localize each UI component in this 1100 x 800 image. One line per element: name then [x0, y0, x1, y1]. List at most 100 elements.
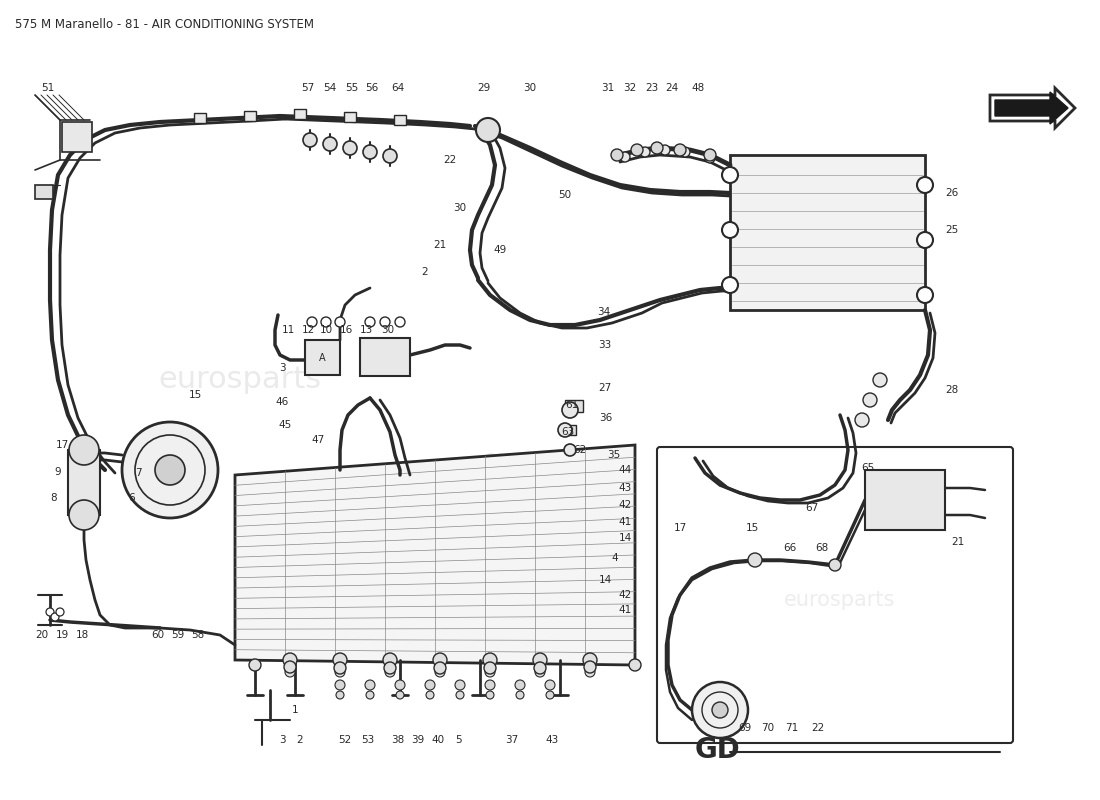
Circle shape [395, 317, 405, 327]
Circle shape [334, 662, 346, 674]
Circle shape [712, 702, 728, 718]
Circle shape [917, 287, 933, 303]
Circle shape [829, 559, 842, 571]
Text: 25: 25 [945, 225, 958, 235]
Circle shape [434, 667, 446, 677]
Circle shape [873, 373, 887, 387]
Circle shape [383, 653, 397, 667]
Bar [35, 185, 53, 199]
Text: 33: 33 [598, 340, 612, 350]
Text: 21: 21 [952, 537, 965, 547]
Text: 3: 3 [278, 363, 285, 373]
Text: GD: GD [695, 736, 740, 764]
Circle shape [640, 147, 650, 157]
Circle shape [455, 680, 465, 690]
Text: 34: 34 [597, 307, 611, 317]
Text: 35: 35 [607, 450, 620, 460]
Text: 17: 17 [55, 440, 68, 450]
Circle shape [51, 613, 59, 621]
Circle shape [379, 317, 390, 327]
Circle shape [283, 653, 297, 667]
Text: 42: 42 [618, 590, 631, 600]
Circle shape [285, 667, 295, 677]
Bar [560, 425, 576, 435]
Bar [730, 155, 925, 310]
Circle shape [631, 144, 644, 156]
Text: 15: 15 [746, 523, 759, 533]
Text: 54: 54 [323, 83, 337, 93]
Text: 30: 30 [524, 83, 537, 93]
Text: 16: 16 [340, 325, 353, 335]
Text: 57: 57 [301, 83, 315, 93]
Text: 50: 50 [559, 190, 572, 200]
Bar [62, 122, 92, 152]
Bar [305, 340, 340, 375]
Text: 70: 70 [761, 723, 774, 733]
Text: 64: 64 [392, 83, 405, 93]
Circle shape [748, 553, 762, 567]
Circle shape [249, 659, 261, 671]
Circle shape [680, 147, 690, 157]
Circle shape [122, 422, 218, 518]
Text: 27: 27 [598, 383, 612, 393]
Text: 68: 68 [815, 543, 828, 553]
Text: 17: 17 [673, 523, 686, 533]
Text: 4: 4 [612, 553, 618, 563]
Circle shape [483, 653, 497, 667]
Circle shape [485, 667, 495, 677]
Circle shape [534, 662, 546, 674]
Circle shape [546, 691, 554, 699]
Text: 71: 71 [785, 723, 799, 733]
Circle shape [705, 153, 715, 163]
Polygon shape [235, 445, 635, 665]
Circle shape [46, 608, 54, 616]
Bar [68, 450, 100, 515]
Text: 15: 15 [188, 390, 201, 400]
Circle shape [333, 653, 346, 667]
Circle shape [365, 680, 375, 690]
Circle shape [323, 137, 337, 151]
Bar [244, 111, 256, 121]
Circle shape [558, 423, 572, 437]
Circle shape [864, 393, 877, 407]
Circle shape [366, 691, 374, 699]
Circle shape [383, 149, 397, 163]
Text: 10: 10 [319, 325, 332, 335]
Text: 18: 18 [76, 630, 89, 640]
Text: 43: 43 [618, 483, 631, 493]
Text: A: A [319, 353, 326, 363]
Text: 41: 41 [618, 517, 631, 527]
Text: 66: 66 [783, 543, 796, 553]
Text: 46: 46 [275, 397, 288, 407]
Circle shape [564, 444, 576, 456]
Text: 13: 13 [360, 325, 373, 335]
Text: 49: 49 [494, 245, 507, 255]
Text: 5: 5 [454, 735, 461, 745]
Bar [294, 109, 306, 119]
Circle shape [516, 691, 524, 699]
Circle shape [855, 413, 869, 427]
Text: 11: 11 [282, 325, 295, 335]
Circle shape [917, 177, 933, 193]
Text: 29: 29 [477, 83, 491, 93]
Circle shape [69, 500, 99, 530]
Text: 44: 44 [618, 465, 631, 475]
Circle shape [302, 133, 317, 147]
Text: 28: 28 [945, 385, 958, 395]
Circle shape [284, 661, 296, 673]
Circle shape [396, 691, 404, 699]
Text: 30: 30 [453, 203, 466, 213]
Text: 20: 20 [35, 630, 48, 640]
Circle shape [722, 277, 738, 293]
Circle shape [917, 232, 933, 248]
Text: 24: 24 [666, 83, 679, 93]
Text: 12: 12 [301, 325, 315, 335]
Text: 22: 22 [812, 723, 825, 733]
Text: 43: 43 [546, 735, 559, 745]
Text: 41: 41 [618, 605, 631, 615]
Text: 14: 14 [618, 533, 631, 543]
Circle shape [336, 680, 345, 690]
Text: 3: 3 [278, 735, 285, 745]
Bar [360, 338, 410, 376]
Text: 14: 14 [598, 575, 612, 585]
